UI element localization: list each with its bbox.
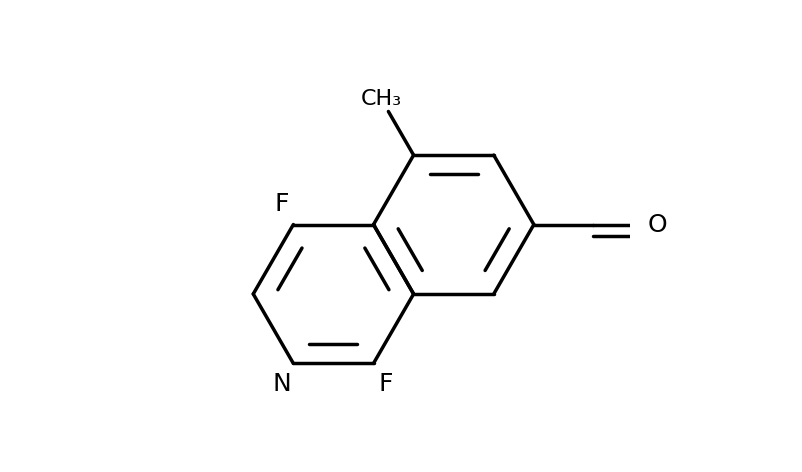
Text: CH₃: CH₃	[361, 89, 402, 109]
Text: F: F	[379, 372, 393, 396]
Text: O: O	[648, 212, 667, 236]
Text: F: F	[274, 192, 289, 216]
Text: N: N	[272, 372, 291, 396]
